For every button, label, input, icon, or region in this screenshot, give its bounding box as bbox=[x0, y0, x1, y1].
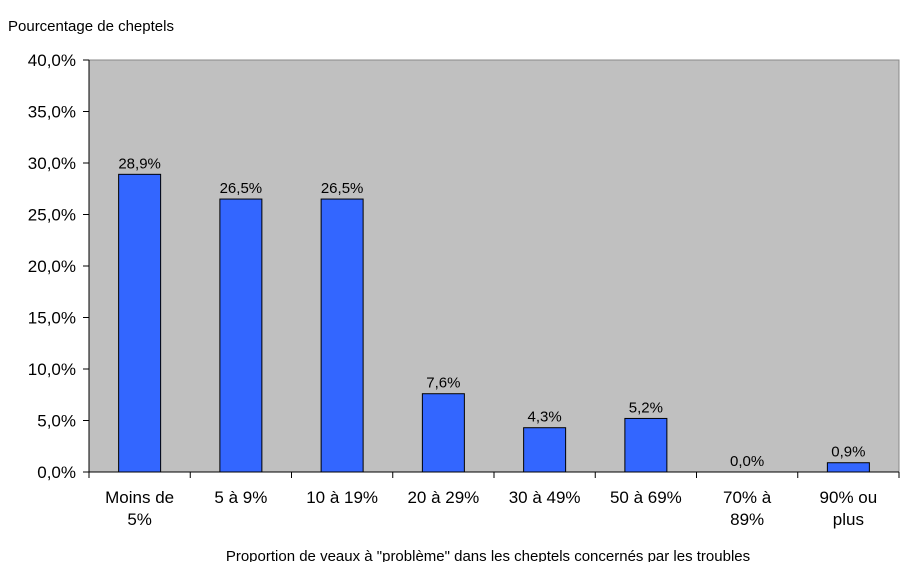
x-tick-label-line: Moins de bbox=[105, 488, 174, 507]
x-tick-label-line: 70% à bbox=[723, 488, 772, 507]
data-label: 28,9% bbox=[118, 155, 161, 172]
x-tick-label-line: 50 à 69% bbox=[610, 488, 682, 507]
y-tick-label: 0,0% bbox=[37, 463, 76, 482]
y-tick-label: 25,0% bbox=[28, 206, 76, 225]
x-tick-label-line: 90% ou bbox=[820, 488, 878, 507]
bar bbox=[219, 198, 263, 473]
x-tick-label-line: plus bbox=[833, 510, 864, 529]
y-tick-label: 10,0% bbox=[28, 360, 76, 379]
y-tick-label: 30,0% bbox=[28, 154, 76, 173]
bars: 28,9% 26,5% 26,5% 7,6% 4,3% 5,2% 0,0% 0,9% bbox=[118, 155, 870, 473]
data-label: 7,6% bbox=[426, 375, 460, 392]
data-label: 0,9% bbox=[831, 444, 865, 461]
y-axis-label: Pourcentage de cheptels bbox=[8, 18, 174, 35]
x-tick-label: 50 à 69% bbox=[610, 488, 682, 507]
x-axis: Moins de 5% 5 à 9% 10 à 19% 20 à 29% 30 à 49%… bbox=[88, 471, 900, 529]
y-axis: 0,0% 5,0% 10,0% 15,0% 20,0% 25,0% 30,0% 35,0% 40… bbox=[28, 51, 90, 482]
x-tick-label: Moins de 5% bbox=[105, 488, 174, 529]
x-tick-label: 5 à 9% bbox=[214, 488, 267, 507]
y-tick-label: 20,0% bbox=[28, 257, 76, 276]
x-tick-label: 20 à 29% bbox=[407, 488, 479, 507]
x-tick-label-line: 30 à 49% bbox=[509, 488, 581, 507]
bar bbox=[320, 198, 364, 473]
x-tick-label: 30 à 49% bbox=[509, 488, 581, 507]
data-label: 0,0% bbox=[730, 453, 764, 470]
data-label: 26,5% bbox=[220, 180, 263, 197]
y-tick-label: 40,0% bbox=[28, 51, 76, 70]
bar bbox=[523, 427, 567, 473]
data-label: 26,5% bbox=[321, 180, 364, 197]
y-tick-label: 5,0% bbox=[37, 412, 76, 431]
data-label: 5,2% bbox=[629, 399, 663, 416]
data-label: 4,3% bbox=[528, 409, 562, 426]
x-tick-label-line: 89% bbox=[730, 510, 764, 529]
y-tick-label: 15,0% bbox=[28, 309, 76, 328]
bar bbox=[118, 173, 162, 473]
x-tick-label-line: 5 à 9% bbox=[214, 488, 267, 507]
x-tick-label-line: 20 à 29% bbox=[407, 488, 479, 507]
x-tick-label: 90% ou plus bbox=[820, 488, 878, 529]
x-tick-label: 10 à 19% bbox=[306, 488, 378, 507]
x-axis-label: Proportion de veaux à "problème" dans le… bbox=[226, 548, 750, 562]
bar bbox=[421, 393, 465, 473]
x-tick-label-line: 5% bbox=[127, 510, 152, 529]
x-tick-label: 70% à 89% bbox=[723, 488, 772, 529]
y-tick-label: 35,0% bbox=[28, 103, 76, 122]
x-tick-label-line: 10 à 19% bbox=[306, 488, 378, 507]
plot-area bbox=[88, 59, 900, 473]
bar bbox=[624, 417, 668, 473]
bar bbox=[826, 462, 870, 473]
